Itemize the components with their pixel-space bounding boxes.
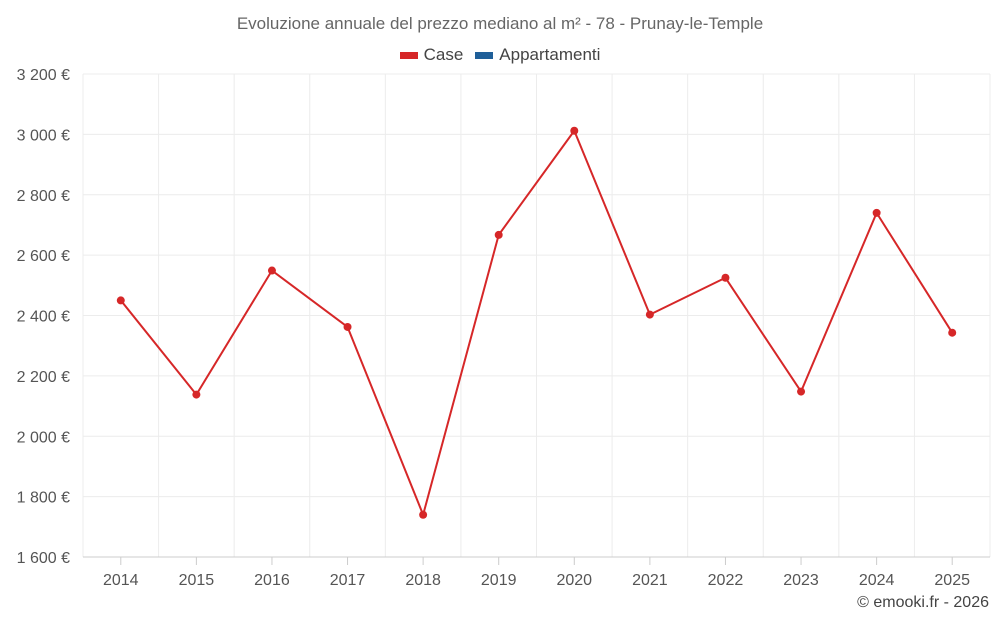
x-tick-label: 2015 [179,572,215,589]
data-point [570,126,579,135]
x-tick-label: 2025 [934,572,970,589]
x-tick-label: 2018 [405,572,441,589]
data-point [267,266,276,275]
y-tick-label: 3 000 € [17,127,70,144]
y-tick-label: 2 200 € [17,369,70,386]
legend-swatch-appartamenti [475,51,494,59]
legend-swatch-case [399,51,418,59]
data-point [192,390,201,399]
y-tick-label: 3 200 € [17,67,70,84]
data-point [419,510,428,519]
credit-text: © emooki.fr - 2026 [857,594,989,611]
chart-title: Evoluzione annuale del prezzo mediano al… [236,14,764,33]
data-point [343,322,352,331]
data-point [797,387,806,396]
y-tick-label: 1 600 € [17,550,70,567]
legend-item-case[interactable]: Case [399,45,464,65]
data-point [872,208,881,217]
data-point [948,328,957,337]
x-tick-label: 2022 [708,572,744,589]
series-line-case [120,129,954,516]
data-point [116,296,125,305]
y-tick-label: 2 000 € [17,429,70,446]
y-tick-label: 2 600 € [17,248,70,265]
legend-label-case: Case [423,45,464,64]
x-tick-label: 2020 [556,572,592,589]
y-tick-label: 2 400 € [17,309,70,326]
data-point [494,230,503,239]
x-tick-label: 2016 [254,572,290,589]
legend-item-appartamenti[interactable]: Appartamenti [475,45,600,65]
x-tick-label: 2021 [632,572,668,589]
data-point [645,310,654,319]
x-tick-label: 2019 [481,572,517,589]
x-tick-label: 2014 [103,572,139,589]
data-point [721,273,730,282]
y-tick-label: 1 800 € [17,490,70,507]
y-tick-label: 2 800 € [17,188,70,205]
x-tick-label: 2023 [783,572,819,589]
x-tick-label: 2017 [330,572,366,589]
legend: Case Appartamenti [0,45,1000,65]
legend-label-appartamenti: Appartamenti [499,45,601,64]
x-tick-label: 2024 [859,572,895,589]
